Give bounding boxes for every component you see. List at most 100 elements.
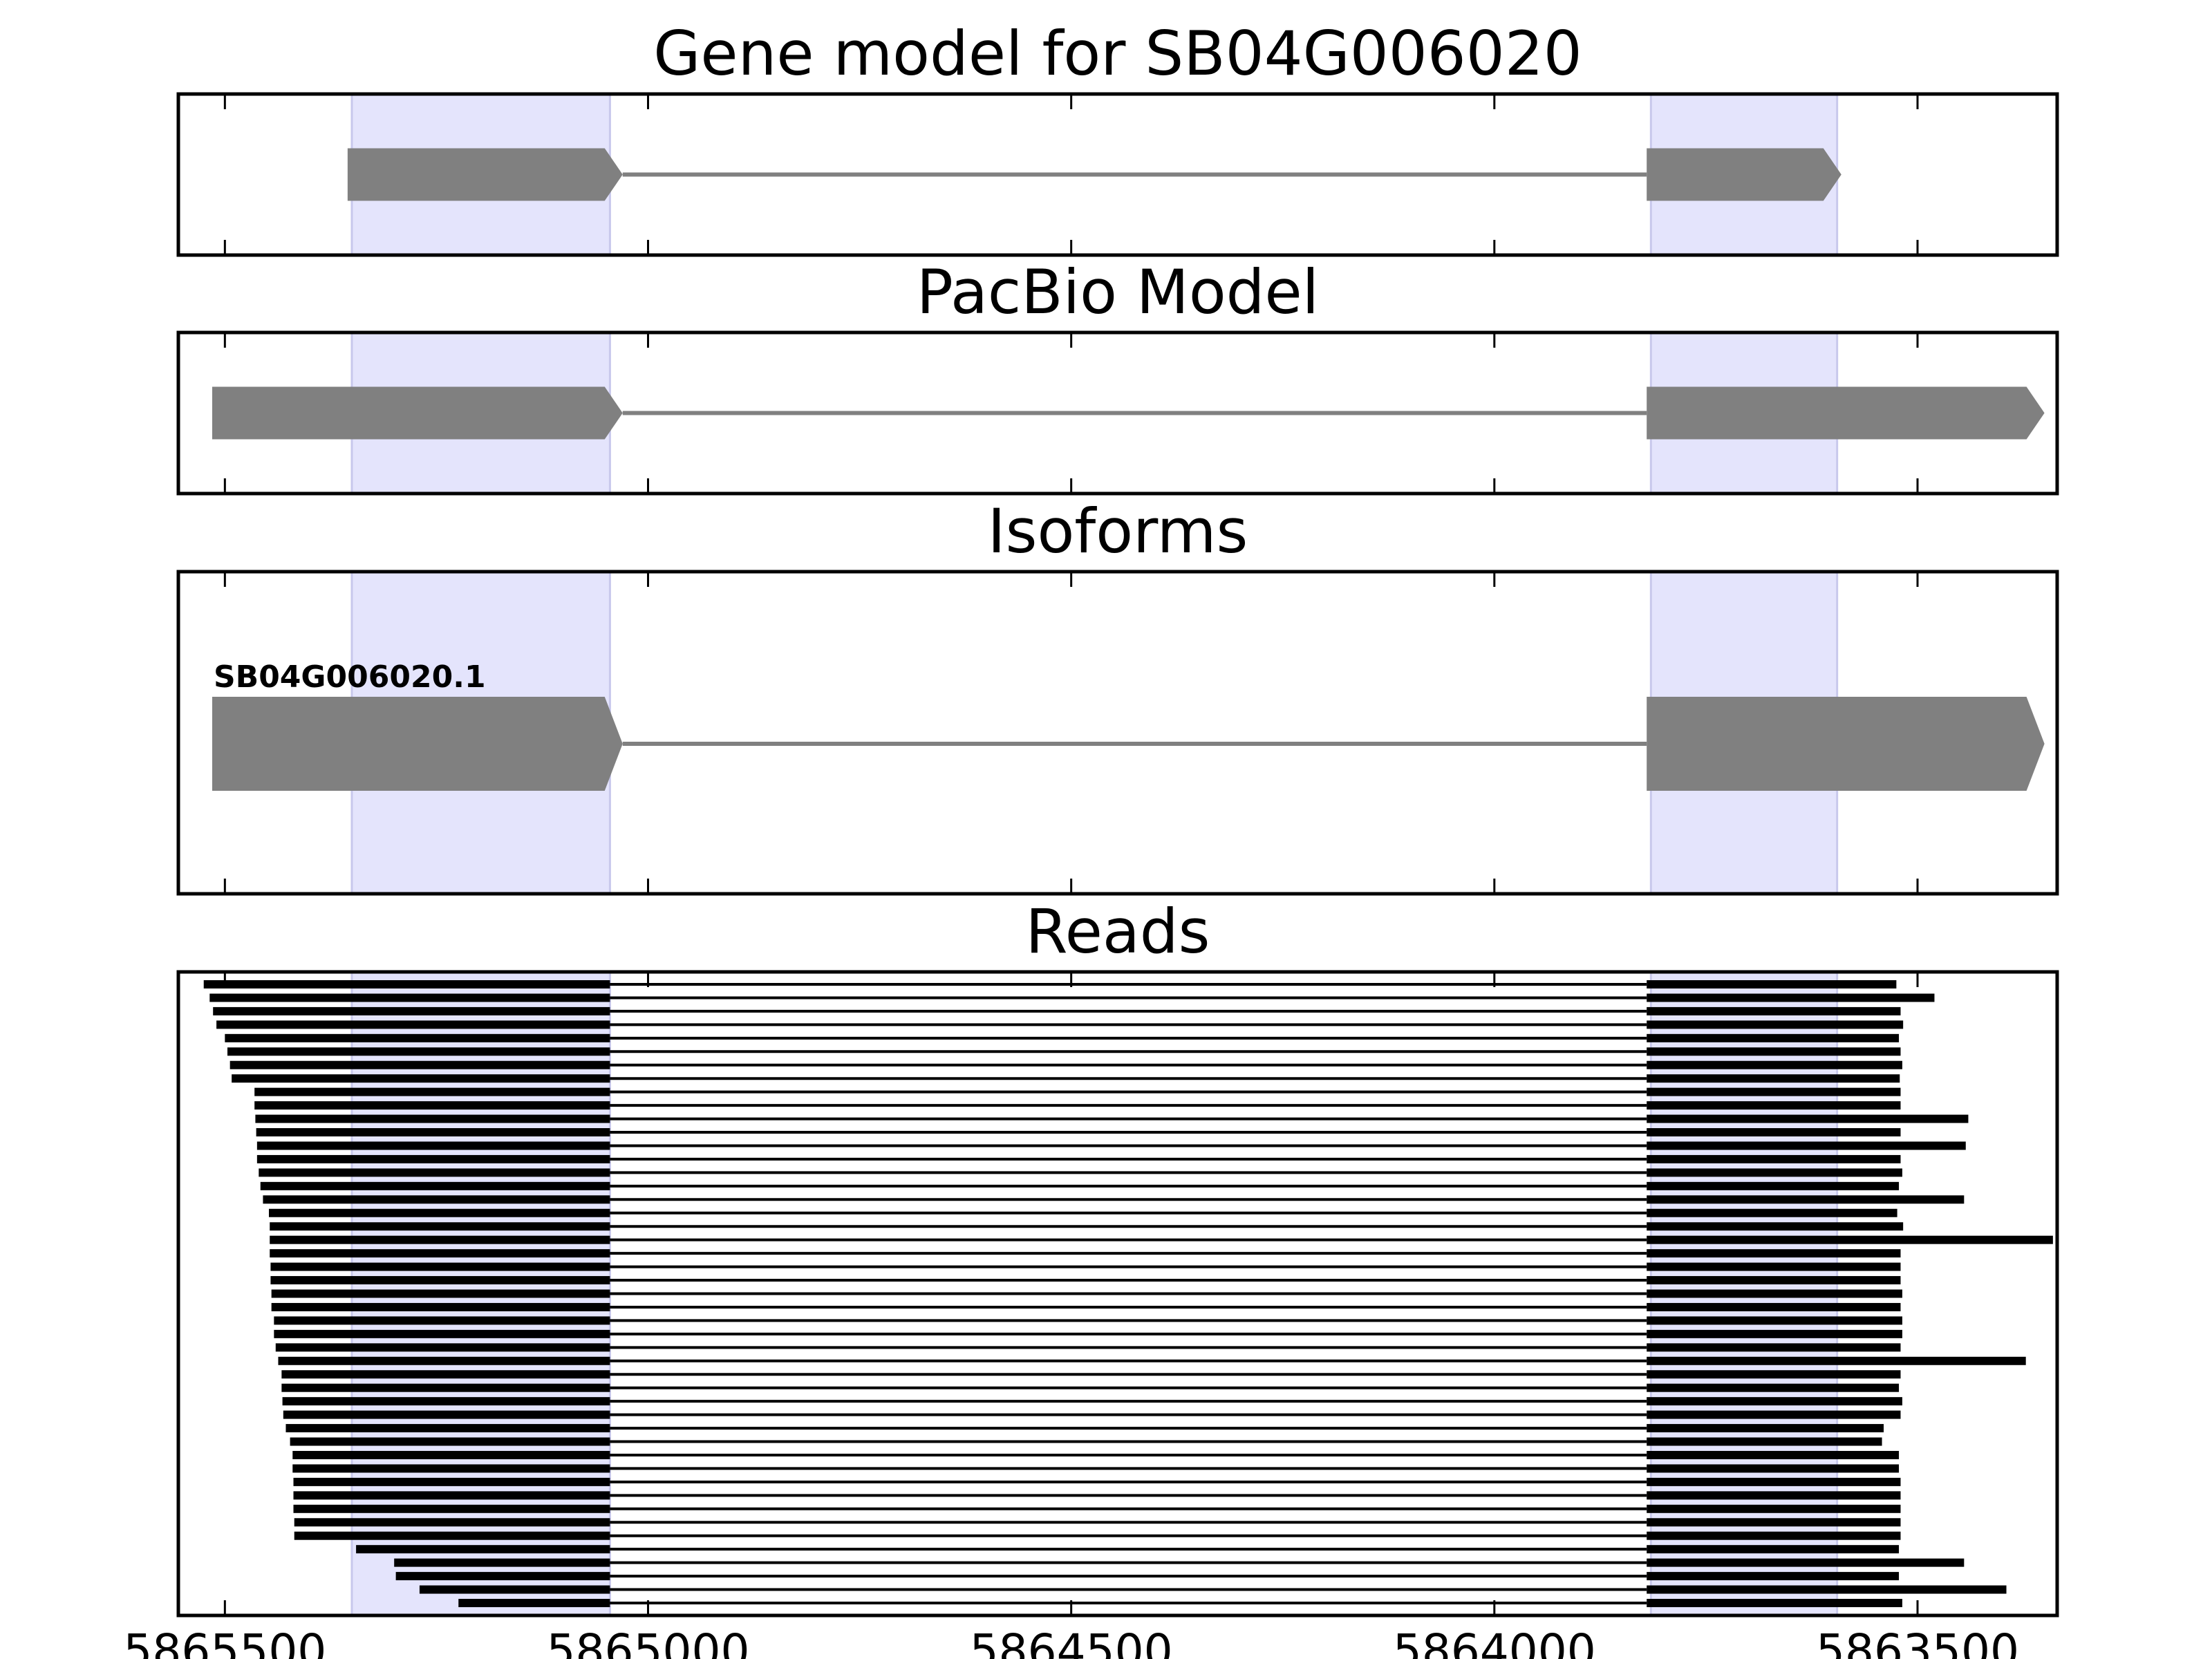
read-exon-right <box>1647 1114 1969 1123</box>
read-exon-right <box>1647 1572 1900 1581</box>
read-exon-left <box>270 1262 610 1271</box>
read-exon-right <box>1647 1249 1901 1258</box>
read-exon-right <box>1647 1060 1902 1069</box>
read-exon-left <box>259 1168 610 1177</box>
read-exon-left <box>294 1531 610 1540</box>
read-exon-left <box>270 1276 610 1285</box>
read-exon-right <box>1647 1289 1902 1298</box>
read-exon-right <box>1647 1276 1901 1285</box>
read-exon-left <box>232 1074 610 1083</box>
read-exon-right <box>1647 1410 1901 1419</box>
read-exon-right <box>1647 1545 1900 1554</box>
read-exon-left <box>292 1464 610 1473</box>
read-exon-left <box>229 1060 610 1069</box>
read-exon-right <box>1647 1181 1900 1190</box>
read-exon-left <box>293 1491 610 1500</box>
read-exon-right <box>1647 1585 2007 1594</box>
read-exon-left <box>274 1316 610 1325</box>
read-exon-right <box>1647 1316 1902 1325</box>
read-exon-right <box>1647 1208 1897 1217</box>
read-exon-right <box>1647 1424 1884 1433</box>
read-exon-right <box>1647 1531 1901 1540</box>
exon-block <box>212 697 623 791</box>
read-exon-left <box>271 1302 610 1311</box>
x-tick-label: 5863500 <box>1816 1624 2019 1659</box>
read-exon-right <box>1647 1168 1902 1177</box>
read-exon-right <box>1647 980 1897 988</box>
read-exon-right <box>1647 1450 1900 1459</box>
x-tick-label: 5865500 <box>123 1624 326 1659</box>
read-exon-right <box>1647 1101 1901 1110</box>
read-exon-right <box>1647 1477 1901 1486</box>
isoform-label: SB04G006020.1 <box>214 659 486 695</box>
read-exon-right <box>1647 1195 1965 1204</box>
read-exon-right <box>1647 1356 2026 1365</box>
read-exon-right <box>1647 1302 1901 1311</box>
read-exon-left <box>283 1410 610 1419</box>
read-exon-left <box>260 1181 610 1190</box>
read-exon-left <box>209 993 610 1002</box>
read-exon-left <box>269 1208 610 1217</box>
read-exon-right <box>1647 1383 1900 1392</box>
read-exon-right <box>1647 1558 1965 1567</box>
read-exon-left <box>270 1235 610 1244</box>
read-exon-left <box>275 1343 610 1352</box>
read-exon-left <box>395 1572 610 1581</box>
read-exon-left <box>281 1383 610 1392</box>
read-exon-left <box>270 1249 610 1258</box>
read-exon-right <box>1647 1222 1904 1231</box>
panel-title: Isoforms <box>988 496 1248 567</box>
read-exon-left <box>227 1047 610 1056</box>
read-exon-left <box>356 1545 610 1554</box>
read-exon-left <box>394 1558 610 1567</box>
read-exon-right <box>1647 1370 1901 1379</box>
read-exon-left <box>256 1154 610 1163</box>
read-exon-left <box>263 1195 610 1204</box>
read-exon-left <box>271 1289 610 1298</box>
panel-pacbio-model: PacBio Model <box>176 256 2059 496</box>
read-exon-right <box>1647 1504 1901 1513</box>
exon-block <box>212 386 623 440</box>
read-exon-right <box>1647 1087 1901 1096</box>
read-exon-left <box>290 1437 610 1446</box>
read-exon-left <box>254 1087 610 1096</box>
read-exon-left <box>281 1370 610 1379</box>
panel-isoforms: SB04G006020.1 Isoforms <box>176 496 2059 896</box>
read-exon-right <box>1647 1464 1900 1473</box>
axes-frame <box>176 570 2059 896</box>
read-exon-right <box>1647 1141 1966 1150</box>
panel-title: PacBio Model <box>917 256 1319 328</box>
read-exon-left <box>256 1128 610 1137</box>
panel-title: Gene model for SB04G006020 <box>653 18 1582 89</box>
exon-block <box>1647 697 2045 791</box>
read-exon-left <box>293 1504 610 1513</box>
read-exon-left <box>213 1006 610 1015</box>
read-exon-right <box>1647 1262 1901 1271</box>
read-exon-right <box>1647 1329 1902 1338</box>
read-exon-right <box>1647 1006 1901 1015</box>
panel-gene-model: Gene model for SB04G006020 <box>176 18 2059 257</box>
read-exon-left <box>254 1101 610 1110</box>
read-exon-right <box>1647 1437 1882 1446</box>
read-exon-left <box>203 980 610 988</box>
panel-title: Reads <box>1026 896 1210 967</box>
read-exon-right <box>1647 1033 1900 1042</box>
axes-frame <box>176 330 2059 496</box>
read-exon-left <box>278 1356 610 1365</box>
x-tick-label: 5864500 <box>970 1624 1173 1659</box>
read-exon-left <box>274 1329 610 1338</box>
read-exon-right <box>1647 993 1935 1002</box>
panel-reads: 5865500 5865000 5864500 5864000 5863500 Reads <box>123 896 2059 1659</box>
read-exon-left <box>270 1222 610 1231</box>
read-exon-right <box>1647 1235 2053 1244</box>
read-exon-right <box>1647 1128 1901 1137</box>
x-tick-label: 5864000 <box>1393 1624 1596 1659</box>
read-exon-left <box>292 1450 610 1459</box>
read-exon-right <box>1647 1047 1901 1056</box>
read-exon-left <box>256 1141 610 1150</box>
x-tick-label: 5865000 <box>547 1624 750 1659</box>
read-exon-right <box>1647 1020 1904 1029</box>
read-exon-left <box>216 1020 610 1029</box>
read-exon-right <box>1647 1599 1902 1607</box>
